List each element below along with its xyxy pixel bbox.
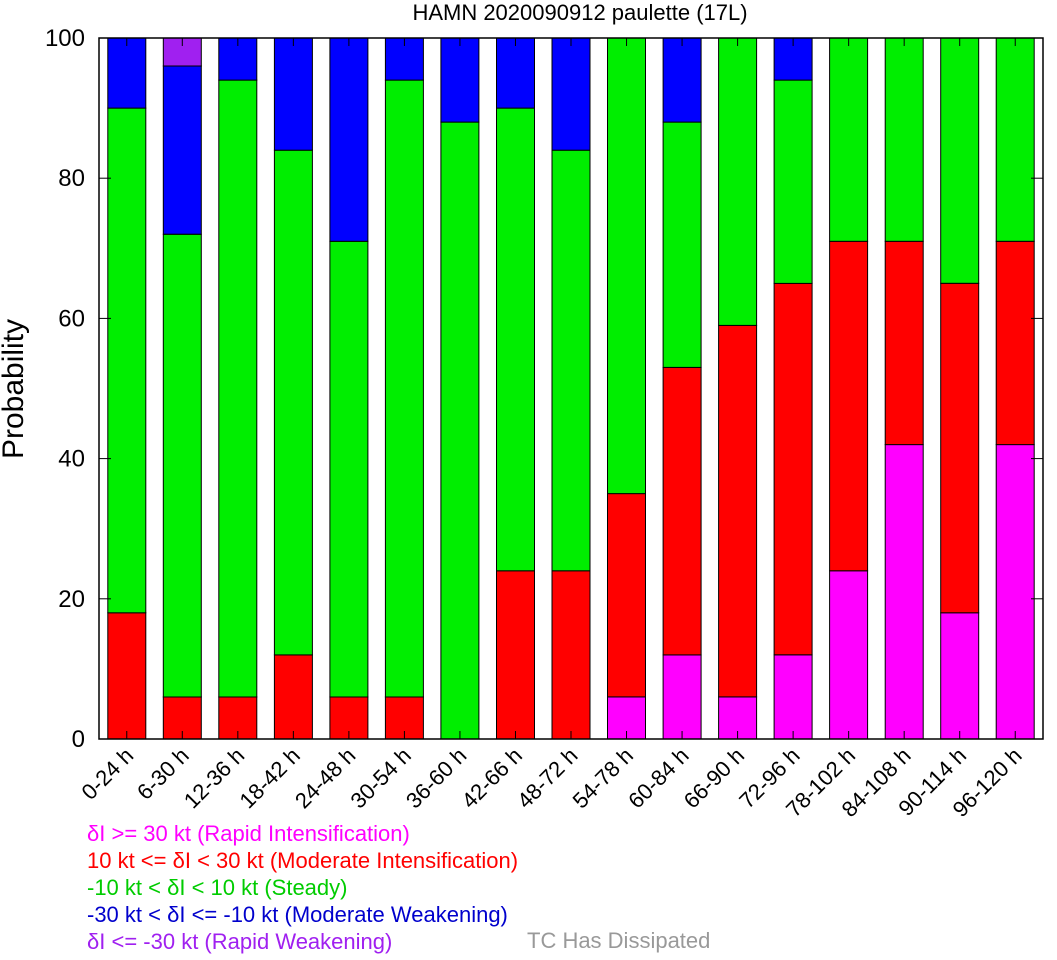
legend-item-rapid-intensification: δI >= 30 kt (Rapid Intensification) (87, 821, 410, 846)
bar-segment-84-108h-s1 (884, 240, 924, 446)
bar-segment-84-108h-s2 (884, 37, 924, 242)
bar-segment-90-114h-s1 (940, 282, 980, 614)
bar-segment-96-120h-s2 (995, 37, 1035, 242)
bar-segment-66-90h-s1 (718, 324, 758, 698)
bar-segment-54-78h-s2 (607, 37, 646, 495)
bar-segment-48-72h-s2 (551, 149, 591, 572)
bar-segment-60-84h-s0 (662, 654, 702, 740)
bars-group (107, 37, 1035, 740)
x-tick-label: 18-42 h (234, 743, 304, 813)
bar-segment-96-120h-s0 (995, 444, 1035, 740)
legend-item-rapid-weakening: δI <= -30 kt (Rapid Weakening) (87, 929, 393, 954)
x-tick-label: 66-90 h (679, 743, 749, 813)
bar-segment-0-24h-s1 (107, 612, 147, 740)
bar-segment-12-36h-s2 (218, 79, 258, 698)
bar-segment-12-36h-s3 (218, 37, 258, 81)
bar-segment-96-120h-s1 (995, 240, 1035, 446)
y-tick-label: 40 (58, 446, 85, 473)
bar-segment-42-66h-s2 (496, 107, 535, 572)
bar-segment-72-96h-s1 (773, 282, 813, 656)
bar-segment-48-72h-s3 (551, 37, 591, 151)
bar-segment-66-90h-s2 (718, 37, 758, 326)
legend: δI >= 30 kt (Rapid Intensification) 10 k… (87, 820, 518, 955)
bar-segment-0-24h-s2 (107, 107, 147, 614)
bar-segment-42-66h-s3 (496, 37, 535, 109)
bar-segment-48-72h-s1 (551, 570, 591, 740)
y-tick-label: 60 (58, 305, 85, 332)
x-tick-label: 36-60 h (401, 743, 471, 813)
legend-item-moderate-intensification: 10 kt <= δI < 30 kt (Moderate Intensific… (87, 848, 519, 873)
y-tick-label: 20 (58, 586, 85, 613)
bar-segment-18-42h-s3 (273, 37, 313, 151)
bar-segment-30-54h-s2 (384, 79, 424, 698)
x-tick-label: 0-24 h (77, 743, 139, 805)
bar-segment-60-84h-s1 (662, 367, 702, 656)
chart-title: HAMN 2020090912 paulette (17L) (412, 0, 748, 25)
x-tick-label: 60-84 h (623, 743, 693, 813)
bar-segment-54-78h-s1 (607, 493, 646, 698)
y-tick-label: 100 (45, 25, 85, 52)
bar-segment-72-96h-s0 (773, 654, 813, 740)
bar-segment-78-102h-s0 (829, 570, 869, 740)
legend-item-dissipated: TC Has Dissipated (527, 928, 711, 953)
legend-item-moderate-weakening: -30 kt < δI <= -10 kt (Moderate Weakenin… (87, 902, 508, 927)
bar-segment-60-84h-s3 (662, 37, 702, 123)
bar-segment-6-30h-s3 (162, 65, 202, 235)
bar-segment-18-42h-s1 (273, 654, 313, 740)
y-tick-label: 0 (72, 726, 85, 753)
bar-segment-18-42h-s2 (273, 149, 313, 656)
y-tick-label: 80 (58, 165, 85, 192)
x-tick-label: 42-66 h (457, 743, 527, 813)
x-tick-label: 24-48 h (290, 743, 360, 813)
bar-segment-6-30h-s2 (162, 233, 202, 698)
x-tick-label: 12-36 h (179, 743, 249, 813)
x-tick-label: 48-72 h (512, 743, 582, 813)
bar-segment-72-96h-s2 (773, 79, 813, 284)
x-tick-label: 30-54 h (345, 743, 415, 813)
bar-segment-78-102h-s2 (829, 37, 869, 242)
bar-segment-24-48h-s3 (329, 37, 369, 242)
bar-segment-24-48h-s2 (329, 240, 369, 698)
bar-segment-36-60h-s2 (440, 121, 480, 740)
bar-segment-84-108h-s0 (884, 444, 924, 740)
bar-segment-36-60h-s3 (440, 37, 480, 123)
x-tick-label: 54-78 h (568, 743, 638, 813)
bar-segment-78-102h-s1 (829, 240, 869, 572)
bar-segment-90-114h-s2 (940, 37, 980, 284)
legend-item-steady: -10 kt < δI < 10 kt (Steady) (87, 875, 348, 900)
bar-segment-42-66h-s1 (496, 570, 535, 740)
bar-segment-0-24h-s3 (107, 37, 147, 109)
bar-segment-60-84h-s2 (662, 121, 702, 368)
bar-segment-90-114h-s0 (940, 612, 980, 740)
